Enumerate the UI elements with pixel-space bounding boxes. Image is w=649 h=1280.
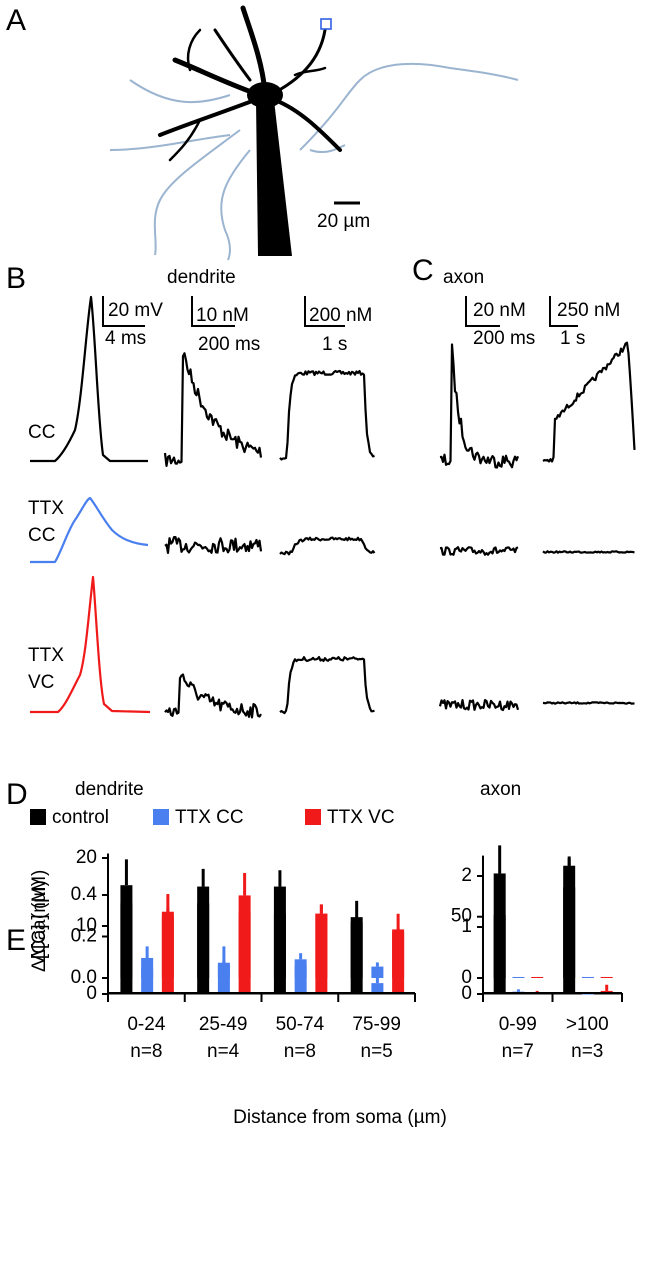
scale-bar-label: 20 nM [473, 300, 526, 321]
scale-bar-label: 1 s [560, 328, 585, 349]
scale-bar-label: 1 s [322, 334, 347, 355]
legend-label: TTX CC [175, 807, 244, 828]
bar [238, 912, 251, 978]
calcium-trace [164, 536, 263, 554]
bar [581, 993, 594, 995]
panel-label: B [6, 262, 26, 295]
x-tick-label: 0-24 [127, 1014, 165, 1035]
y-tick-label: 1 [461, 916, 472, 937]
y-tick-label: 50 [451, 906, 472, 927]
y-axis-label: Δ[Ca] (nM) [29, 880, 50, 972]
calcium-trace [542, 701, 635, 705]
n-label: n=5 [361, 1041, 393, 1062]
calcium-trace [279, 536, 376, 556]
row-label: TTX [28, 645, 64, 666]
scale-bar-label: 20 µm [317, 211, 370, 232]
bar [161, 915, 174, 978]
calcium-trace [439, 343, 520, 469]
bar [217, 965, 230, 978]
bar [120, 903, 133, 978]
calcium-trace [163, 352, 263, 467]
legend-swatch [305, 809, 321, 825]
x-axis-label: Distance from soma (µm) [233, 1107, 447, 1128]
y-tick-label: 0 [461, 967, 472, 988]
panel-title: dendrite [167, 267, 236, 288]
voltage-trace [30, 575, 151, 714]
chart-title: axon [480, 779, 521, 800]
n-label: n=4 [207, 1041, 240, 1062]
y-tick-label: 10 [76, 915, 97, 936]
row-label: CC [28, 422, 55, 443]
n-label: n=7 [502, 1041, 534, 1062]
y-axis-label: Δ[Ca] (µM) [29, 870, 50, 962]
bar [392, 932, 405, 978]
chart-title: dendrite [75, 779, 144, 800]
bar [600, 976, 613, 978]
calcium-trace [279, 656, 375, 715]
scale-bar-label: 200 nM [309, 305, 372, 326]
x-tick-label: 50-74 [276, 1014, 325, 1035]
calcium-trace [279, 369, 375, 461]
bar [371, 983, 384, 994]
bar [581, 976, 594, 978]
bar [531, 976, 544, 978]
n-label: n=3 [571, 1041, 603, 1062]
neuron-drawing [109, 5, 519, 261]
calcium-traces [163, 341, 636, 719]
n-label: n=8 [284, 1041, 316, 1062]
panel-label: C [412, 254, 434, 287]
legend-label: control [52, 807, 109, 828]
y-tick-label: 0.4 [71, 884, 98, 905]
calcium-trace [438, 699, 520, 712]
panel-label: A [6, 4, 26, 37]
row-label: TTX [28, 498, 64, 519]
y-tick-label: 0.2 [71, 926, 97, 947]
bar [197, 903, 210, 978]
y-tick-label: 0 [86, 983, 97, 1004]
calcium-trace [542, 550, 635, 554]
bar [512, 976, 525, 978]
bar [141, 968, 154, 978]
voltage-trace [30, 496, 149, 564]
bar [371, 966, 384, 978]
legend-label: TTX VC [327, 807, 395, 828]
bar [350, 921, 363, 978]
panel-label: E [6, 924, 26, 957]
bar [294, 965, 307, 978]
legend-swatch [153, 809, 169, 825]
bar [493, 873, 506, 978]
n-label: n=8 [130, 1041, 162, 1062]
bar [273, 913, 286, 978]
calcium-trace [542, 341, 636, 463]
x-tick-label: >100 [566, 1014, 609, 1035]
y-tick-label: 20 [76, 847, 97, 868]
y-tick-label: 0.0 [71, 967, 97, 988]
x-tick-label: 0-99 [499, 1014, 537, 1035]
legend-swatch [30, 809, 46, 825]
scale-bars [102, 296, 578, 327]
scale-bar-label: 250 nM [557, 300, 620, 321]
scale-bar-label: 20 mV [108, 300, 163, 321]
voltage-trace [30, 295, 148, 463]
x-tick-label: 75-99 [352, 1014, 401, 1035]
bar [563, 887, 576, 978]
scale-bar-label: 200 ms [473, 328, 535, 349]
y-tick-label: 2 [461, 865, 472, 886]
row-label: CC [28, 525, 55, 546]
scale-bar-label: 200 ms [198, 334, 260, 355]
bar [315, 913, 328, 978]
calcium-trace [439, 546, 519, 556]
row-label: VC [28, 672, 54, 693]
scale-bar-label: 4 ms [105, 328, 146, 349]
y-tick-label: 0 [461, 983, 472, 1004]
x-tick-label: 25-49 [199, 1014, 248, 1035]
panel-label: D [6, 778, 28, 811]
calcium-trace [164, 673, 262, 719]
panel-title: axon [443, 267, 484, 288]
scale-bar-label: 10 nM [196, 305, 249, 326]
